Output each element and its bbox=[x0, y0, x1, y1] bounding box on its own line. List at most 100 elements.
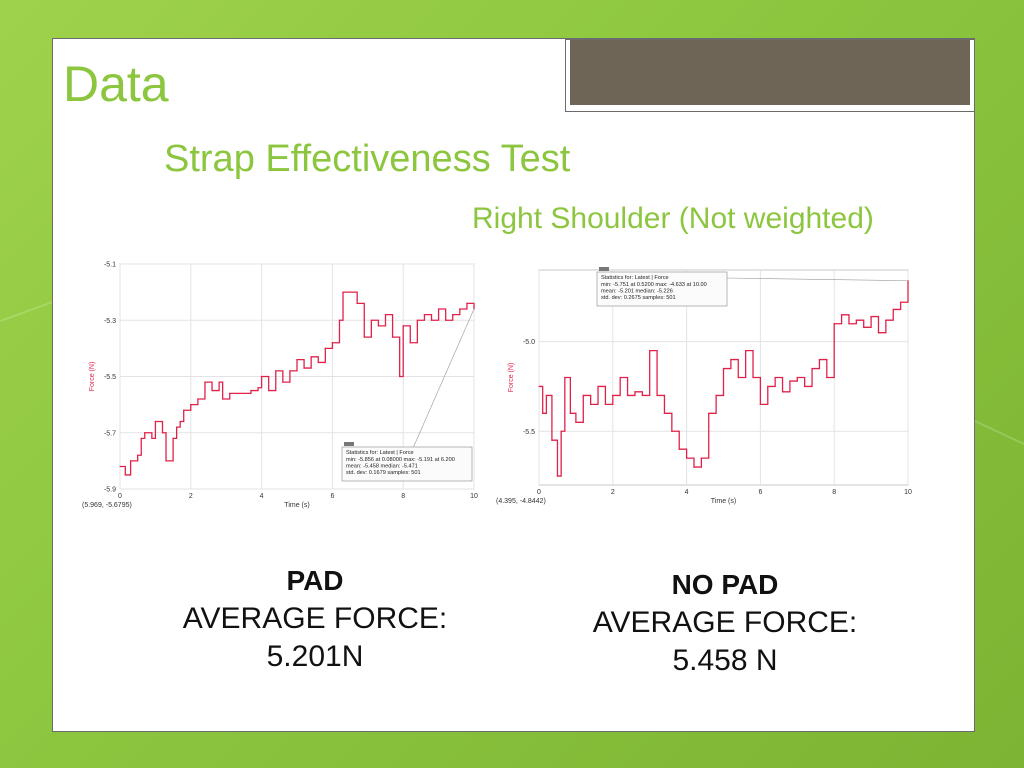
data-point bbox=[781, 391, 784, 393]
data-point bbox=[582, 394, 584, 397]
caption-nopad-line1: AVERAGE FORCE: bbox=[592, 606, 858, 639]
data-point bbox=[452, 314, 454, 316]
data-point bbox=[626, 394, 629, 397]
data-point bbox=[257, 387, 259, 389]
data-point bbox=[391, 336, 394, 338]
data-point bbox=[686, 457, 688, 459]
cursor-readout: (4.395, -4.8442) bbox=[496, 498, 546, 505]
chart-svg: 0 2 4 6 8 10 -5.0 -5.5 Time (s) Force (N) (4.395, … bbox=[496, 267, 912, 505]
data-point bbox=[236, 392, 238, 394]
data-point bbox=[466, 302, 468, 304]
data-point bbox=[730, 358, 732, 361]
data-point bbox=[296, 359, 298, 361]
data-point bbox=[338, 319, 341, 321]
y-tick-label: -5.5 bbox=[104, 374, 116, 381]
y-tick-label: -5.7 bbox=[104, 430, 116, 437]
data-point bbox=[384, 314, 387, 316]
data-point bbox=[575, 421, 577, 423]
data-point bbox=[190, 404, 192, 406]
data-point bbox=[222, 398, 224, 400]
stats-box-line: mean: -5.201 median: -5.226 bbox=[601, 289, 673, 295]
y-tick-label: -5.3 bbox=[104, 318, 116, 325]
data-point bbox=[438, 308, 440, 310]
data-point bbox=[423, 314, 426, 316]
data-point bbox=[151, 437, 153, 439]
data-point bbox=[154, 420, 156, 423]
series-line bbox=[539, 280, 909, 477]
data-point bbox=[261, 375, 263, 378]
y-tick-label: -5.0 bbox=[523, 339, 535, 346]
cursor-readout: (5.969, -5.6795) bbox=[82, 502, 132, 509]
data-point bbox=[892, 308, 894, 311]
caption-nopad-value: 5.458 N bbox=[672, 644, 778, 677]
data-point bbox=[569, 412, 571, 414]
y-tick-label: -5.9 bbox=[104, 487, 116, 494]
data-point bbox=[165, 460, 167, 462]
data-point bbox=[370, 319, 372, 321]
data-point bbox=[538, 385, 540, 388]
x-tick-label: 2 bbox=[189, 493, 193, 500]
x-tick-label: 0 bbox=[118, 493, 122, 500]
stats-box bbox=[341, 446, 473, 482]
data-point bbox=[900, 301, 902, 303]
caption-pad-line1: AVERAGE FORCE: bbox=[182, 602, 448, 635]
data-point bbox=[402, 325, 404, 327]
data-point bbox=[218, 381, 220, 383]
force-chart-pad: 0 2 4 6 8 10 -5.1 -5.3 -5.5 -5.7 -5.9 Time (s) Force… bbox=[80, 256, 480, 511]
y-tick-label: -5.5 bbox=[523, 429, 535, 436]
x-tick-label: 0 bbox=[537, 489, 541, 496]
data-point bbox=[140, 437, 142, 439]
data-point bbox=[176, 426, 178, 428]
data-point bbox=[137, 454, 139, 456]
x-tick-label: 8 bbox=[401, 493, 405, 500]
stats-box-line: std. dev: 0.2675 samples: 501 bbox=[601, 295, 676, 301]
y-axis-label: Force (N) bbox=[508, 363, 515, 393]
data-point bbox=[124, 474, 126, 476]
stats-leader-line bbox=[413, 308, 475, 448]
caption-pad-heading: PAD bbox=[286, 565, 344, 596]
data-point bbox=[870, 315, 872, 318]
data-point bbox=[303, 367, 305, 369]
data-point bbox=[656, 394, 658, 397]
caption-pad: PAD AVERAGE FORCE: 5.201N bbox=[160, 562, 470, 676]
data-point bbox=[399, 375, 401, 378]
data-point bbox=[693, 466, 695, 468]
data-point bbox=[349, 291, 351, 293]
data-point bbox=[826, 376, 828, 379]
header-tab bbox=[565, 39, 975, 112]
data-point bbox=[545, 394, 547, 397]
data-point bbox=[356, 302, 358, 304]
data-point bbox=[737, 376, 739, 379]
stats-box-line: mean: -5.458 median: -5.471 bbox=[346, 464, 418, 470]
stats-leader-line bbox=[726, 277, 909, 282]
stats-box-line: min: -5.856 at 0.08000 max: -5.191 at 6.… bbox=[346, 457, 455, 463]
data-point bbox=[619, 376, 621, 379]
data-point bbox=[551, 439, 553, 441]
y-tick-label: -5.1 bbox=[104, 262, 116, 269]
data-point bbox=[597, 385, 599, 388]
data-point bbox=[759, 403, 761, 405]
y-axis-label: Force (N) bbox=[89, 362, 96, 392]
data-point bbox=[144, 432, 146, 434]
data-point bbox=[818, 358, 821, 361]
data-point bbox=[774, 376, 776, 379]
data-point bbox=[752, 376, 754, 379]
data-point bbox=[183, 409, 185, 411]
data-point bbox=[590, 403, 592, 405]
data-point bbox=[556, 475, 559, 477]
chart-svg: 0 2 4 6 8 10 -5.1 -5.3 -5.5 -5.7 -5.9 Time (s) Force… bbox=[82, 262, 478, 510]
stats-box bbox=[596, 271, 728, 307]
data-point bbox=[204, 381, 206, 383]
data-point bbox=[416, 319, 418, 321]
data-point bbox=[317, 361, 319, 364]
x-tick-label: 4 bbox=[260, 493, 264, 500]
x-tick-label: 10 bbox=[904, 489, 912, 496]
data-point bbox=[250, 389, 252, 392]
data-point bbox=[863, 326, 865, 328]
data-point bbox=[243, 392, 245, 394]
series-line bbox=[120, 291, 475, 476]
x-axis-label: Time (s) bbox=[284, 502, 309, 509]
data-point bbox=[275, 370, 277, 372]
x-tick-label: 6 bbox=[758, 489, 762, 496]
data-point bbox=[324, 347, 326, 349]
